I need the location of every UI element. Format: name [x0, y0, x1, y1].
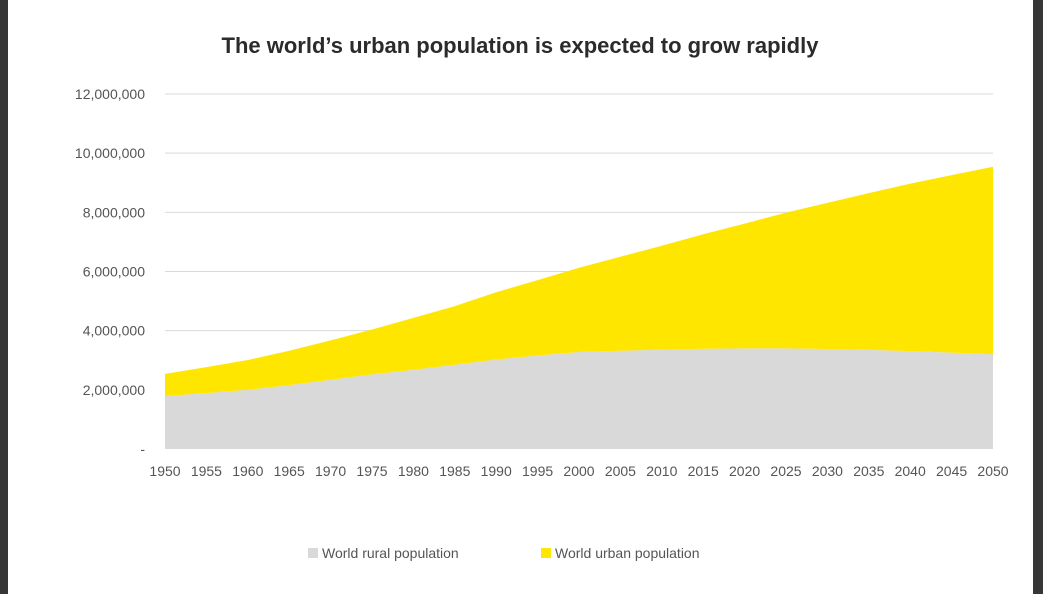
chart-card: The world’s urban population is expected…	[8, 0, 1033, 594]
x-tick-label: 2025	[770, 463, 801, 479]
x-tick-label: 2030	[812, 463, 843, 479]
y-tick-label: 4,000,000	[83, 323, 145, 339]
x-tick-label: 1985	[439, 463, 470, 479]
y-tick-label: 12,000,000	[75, 86, 145, 102]
x-axis-ticks: 1950 1955 1960 1965 1970 1975 1980 1985 1990 1995…	[149, 463, 1008, 479]
x-tick-label: 2020	[729, 463, 760, 479]
world-rural-population-legend-label: World rural population	[322, 545, 459, 561]
world-urban-population-legend-swatch	[541, 548, 551, 558]
y-tick-label: 10,000,000	[75, 145, 145, 161]
x-tick-label: 1995	[522, 463, 553, 479]
x-tick-label: 2050	[977, 463, 1008, 479]
x-tick-label: 2015	[688, 463, 719, 479]
x-tick-label: 2010	[646, 463, 677, 479]
y-tick-label: -	[140, 441, 145, 457]
x-tick-label: 2005	[605, 463, 636, 479]
x-tick-label: 2040	[895, 463, 926, 479]
y-axis-ticks: - 2,000,000 4,000,000 6,000,000 8,000,000 10,…	[75, 86, 145, 457]
y-tick-label: 8,000,000	[83, 204, 145, 220]
area-chart: The world’s urban population is expected…	[75, 33, 1009, 561]
x-tick-label: 2035	[853, 463, 884, 479]
x-tick-label: 1950	[149, 463, 180, 479]
world-rural-population-area	[165, 348, 993, 449]
chart-title: The world’s urban population is expected…	[222, 33, 820, 58]
legend: World rural population World urban popula…	[308, 545, 700, 561]
world-urban-population-area	[165, 166, 993, 396]
x-tick-label: 1955	[191, 463, 222, 479]
x-tick-label: 1960	[232, 463, 263, 479]
x-tick-label: 1965	[274, 463, 305, 479]
world-urban-population-legend-label: World urban population	[555, 545, 700, 561]
y-tick-label: 2,000,000	[83, 382, 145, 398]
x-tick-label: 2000	[563, 463, 594, 479]
y-tick-label: 6,000,000	[83, 264, 145, 280]
world-rural-population-legend-swatch	[308, 548, 318, 558]
x-tick-label: 1980	[398, 463, 429, 479]
series-areas	[165, 166, 993, 449]
x-tick-label: 1975	[356, 463, 387, 479]
x-tick-label: 2045	[936, 463, 967, 479]
x-tick-label: 1990	[481, 463, 512, 479]
x-tick-label: 1970	[315, 463, 346, 479]
